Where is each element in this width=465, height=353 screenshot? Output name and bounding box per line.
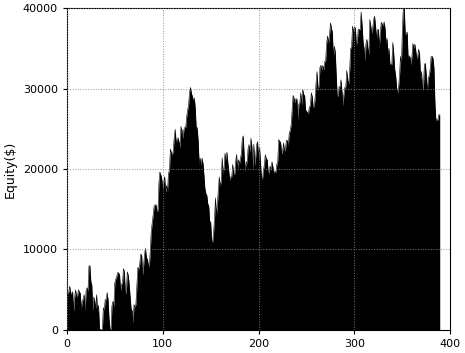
Y-axis label: Equity($): Equity($) (4, 140, 17, 198)
